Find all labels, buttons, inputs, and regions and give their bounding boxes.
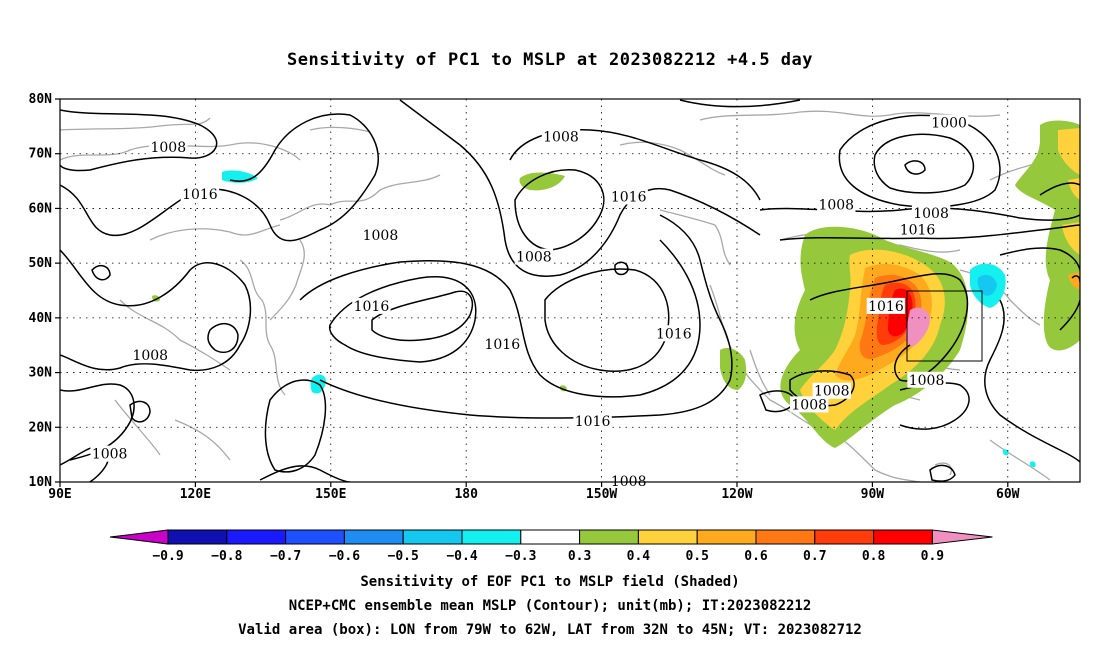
colorbar-label: 0.7 <box>803 549 826 564</box>
lat-label: 80N <box>29 92 53 107</box>
lon-label: 60W <box>996 487 1020 502</box>
contour-label: 1008 <box>361 226 400 244</box>
contour-label: 1016 <box>573 412 612 430</box>
contour-label: 1008 <box>514 248 554 266</box>
colorbar-label: −0.9 <box>152 549 183 564</box>
svg-text:1008: 1008 <box>92 447 128 463</box>
lon-label: 120W <box>721 487 752 502</box>
colorbar-label: 0.8 <box>862 549 886 564</box>
svg-text:1008: 1008 <box>909 373 945 389</box>
colorbar-swatch <box>285 529 345 545</box>
contour-label: 1008 <box>911 204 951 222</box>
contour-label: 1016 <box>609 188 648 205</box>
svg-text:1016: 1016 <box>484 337 520 353</box>
lat-label: 70N <box>29 147 53 162</box>
colorbar-swatch <box>520 529 581 545</box>
contour-label: 1016 <box>483 336 522 353</box>
svg-text:1016: 1016 <box>611 189 647 205</box>
svg-text:1016: 1016 <box>182 187 218 203</box>
lon-label: 90W <box>861 487 885 502</box>
colorbar-swatch <box>343 529 404 545</box>
lat-label: 20N <box>29 420 53 435</box>
contour-labels: 1008101610081008101610081016101610161016… <box>90 114 969 490</box>
svg-text:1000: 1000 <box>931 116 967 132</box>
colorbar-label: 0.6 <box>744 549 768 564</box>
contour-label: 1008 <box>131 347 170 364</box>
colorbar-label: 0.4 <box>627 549 651 564</box>
map-title: Sensitivity of PC1 to MSLP at 2023082212… <box>286 50 813 70</box>
svg-text:1016: 1016 <box>575 414 611 430</box>
svg-text:1008: 1008 <box>543 129 579 145</box>
caption-line-1: Sensitivity of EOF PC1 to MSLP field (Sh… <box>360 574 740 590</box>
contour-label: 1000 <box>929 114 969 132</box>
lon-label: 120E <box>180 487 211 502</box>
contour-label: 1008 <box>90 445 129 463</box>
svg-text:1016: 1016 <box>868 299 904 315</box>
colorbar-label: −0.8 <box>211 549 242 564</box>
colorbar-label: −0.5 <box>388 549 419 564</box>
contour-label: 1008 <box>790 396 829 413</box>
lon-label: 90E <box>48 487 71 502</box>
colorbar-swatch <box>579 529 639 545</box>
valid-area-box <box>906 290 983 362</box>
svg-text:1008: 1008 <box>913 206 949 222</box>
contour-label: 1016 <box>654 325 694 342</box>
colorbar-swatch <box>402 529 463 545</box>
map-content <box>60 99 1080 482</box>
colorbar-swatch <box>167 529 228 545</box>
svg-text:1008: 1008 <box>150 140 186 156</box>
caption-line-3: Valid area (box): LON from 79W to 62W, L… <box>238 622 862 638</box>
caption-line-2: NCEP+CMC ensemble mean MSLP (Contour); u… <box>288 598 812 614</box>
colorbar-swatch <box>461 529 522 545</box>
colorbar-swatch <box>814 529 875 545</box>
contour-label: 1008 <box>907 371 946 389</box>
lon-label: 150W <box>586 487 617 502</box>
svg-text:1008: 1008 <box>814 384 850 400</box>
contour-label: 1008 <box>541 128 581 145</box>
colorbar-label: −0.3 <box>505 549 536 564</box>
svg-text:1008: 1008 <box>818 198 854 214</box>
colorbar-swatch <box>873 529 933 545</box>
lat-label: 40N <box>29 311 53 326</box>
contour-label: 1016 <box>180 185 220 203</box>
svg-text:1016: 1016 <box>354 299 390 315</box>
lat-label: 10N <box>29 475 53 490</box>
colorbar-label: 0.5 <box>685 549 708 564</box>
svg-text:1016: 1016 <box>900 222 936 238</box>
colorbar-label: −0.4 <box>446 549 477 564</box>
colorbar-swatch <box>755 529 816 545</box>
colorbar-label: 0.3 <box>568 549 591 564</box>
contour-label: 1016 <box>898 221 937 238</box>
lat-label: 60N <box>29 201 53 216</box>
contour-label: 1008 <box>812 382 851 400</box>
svg-text:1016: 1016 <box>656 326 692 342</box>
contour-label: 1008 <box>817 196 856 214</box>
colorbar-swatch <box>226 529 287 545</box>
mslp-contours <box>60 99 1080 482</box>
lon-label: 180 <box>454 487 478 502</box>
lat-label: 50N <box>29 256 53 271</box>
svg-text:1008: 1008 <box>132 348 168 364</box>
colorbar: −0.9 −0.8 −0.7 −0.6 −0.5 −0.4 −0.3 0.3 0.4 0.5 0.6… <box>109 529 993 564</box>
colorbar-label: −0.6 <box>329 549 360 564</box>
colorbar-swatch <box>696 529 757 545</box>
lat-label: 30N <box>29 366 53 381</box>
plot-frame <box>59 98 1081 483</box>
contour-label: 1008 <box>149 139 188 156</box>
colorbar-label: 0.9 <box>921 549 944 564</box>
contour-label: 1016 <box>866 297 906 315</box>
colorbar-left-arrow <box>109 529 169 545</box>
colorbar-right-arrow <box>931 529 993 545</box>
svg-text:1008: 1008 <box>363 228 399 244</box>
svg-text:1008: 1008 <box>516 250 552 266</box>
colorbar-label: −0.7 <box>270 549 301 564</box>
lon-label: 150E <box>315 487 346 502</box>
contour-label: 1016 <box>352 297 391 315</box>
svg-text:1008: 1008 <box>791 397 827 413</box>
colorbar-swatch <box>637 529 698 545</box>
